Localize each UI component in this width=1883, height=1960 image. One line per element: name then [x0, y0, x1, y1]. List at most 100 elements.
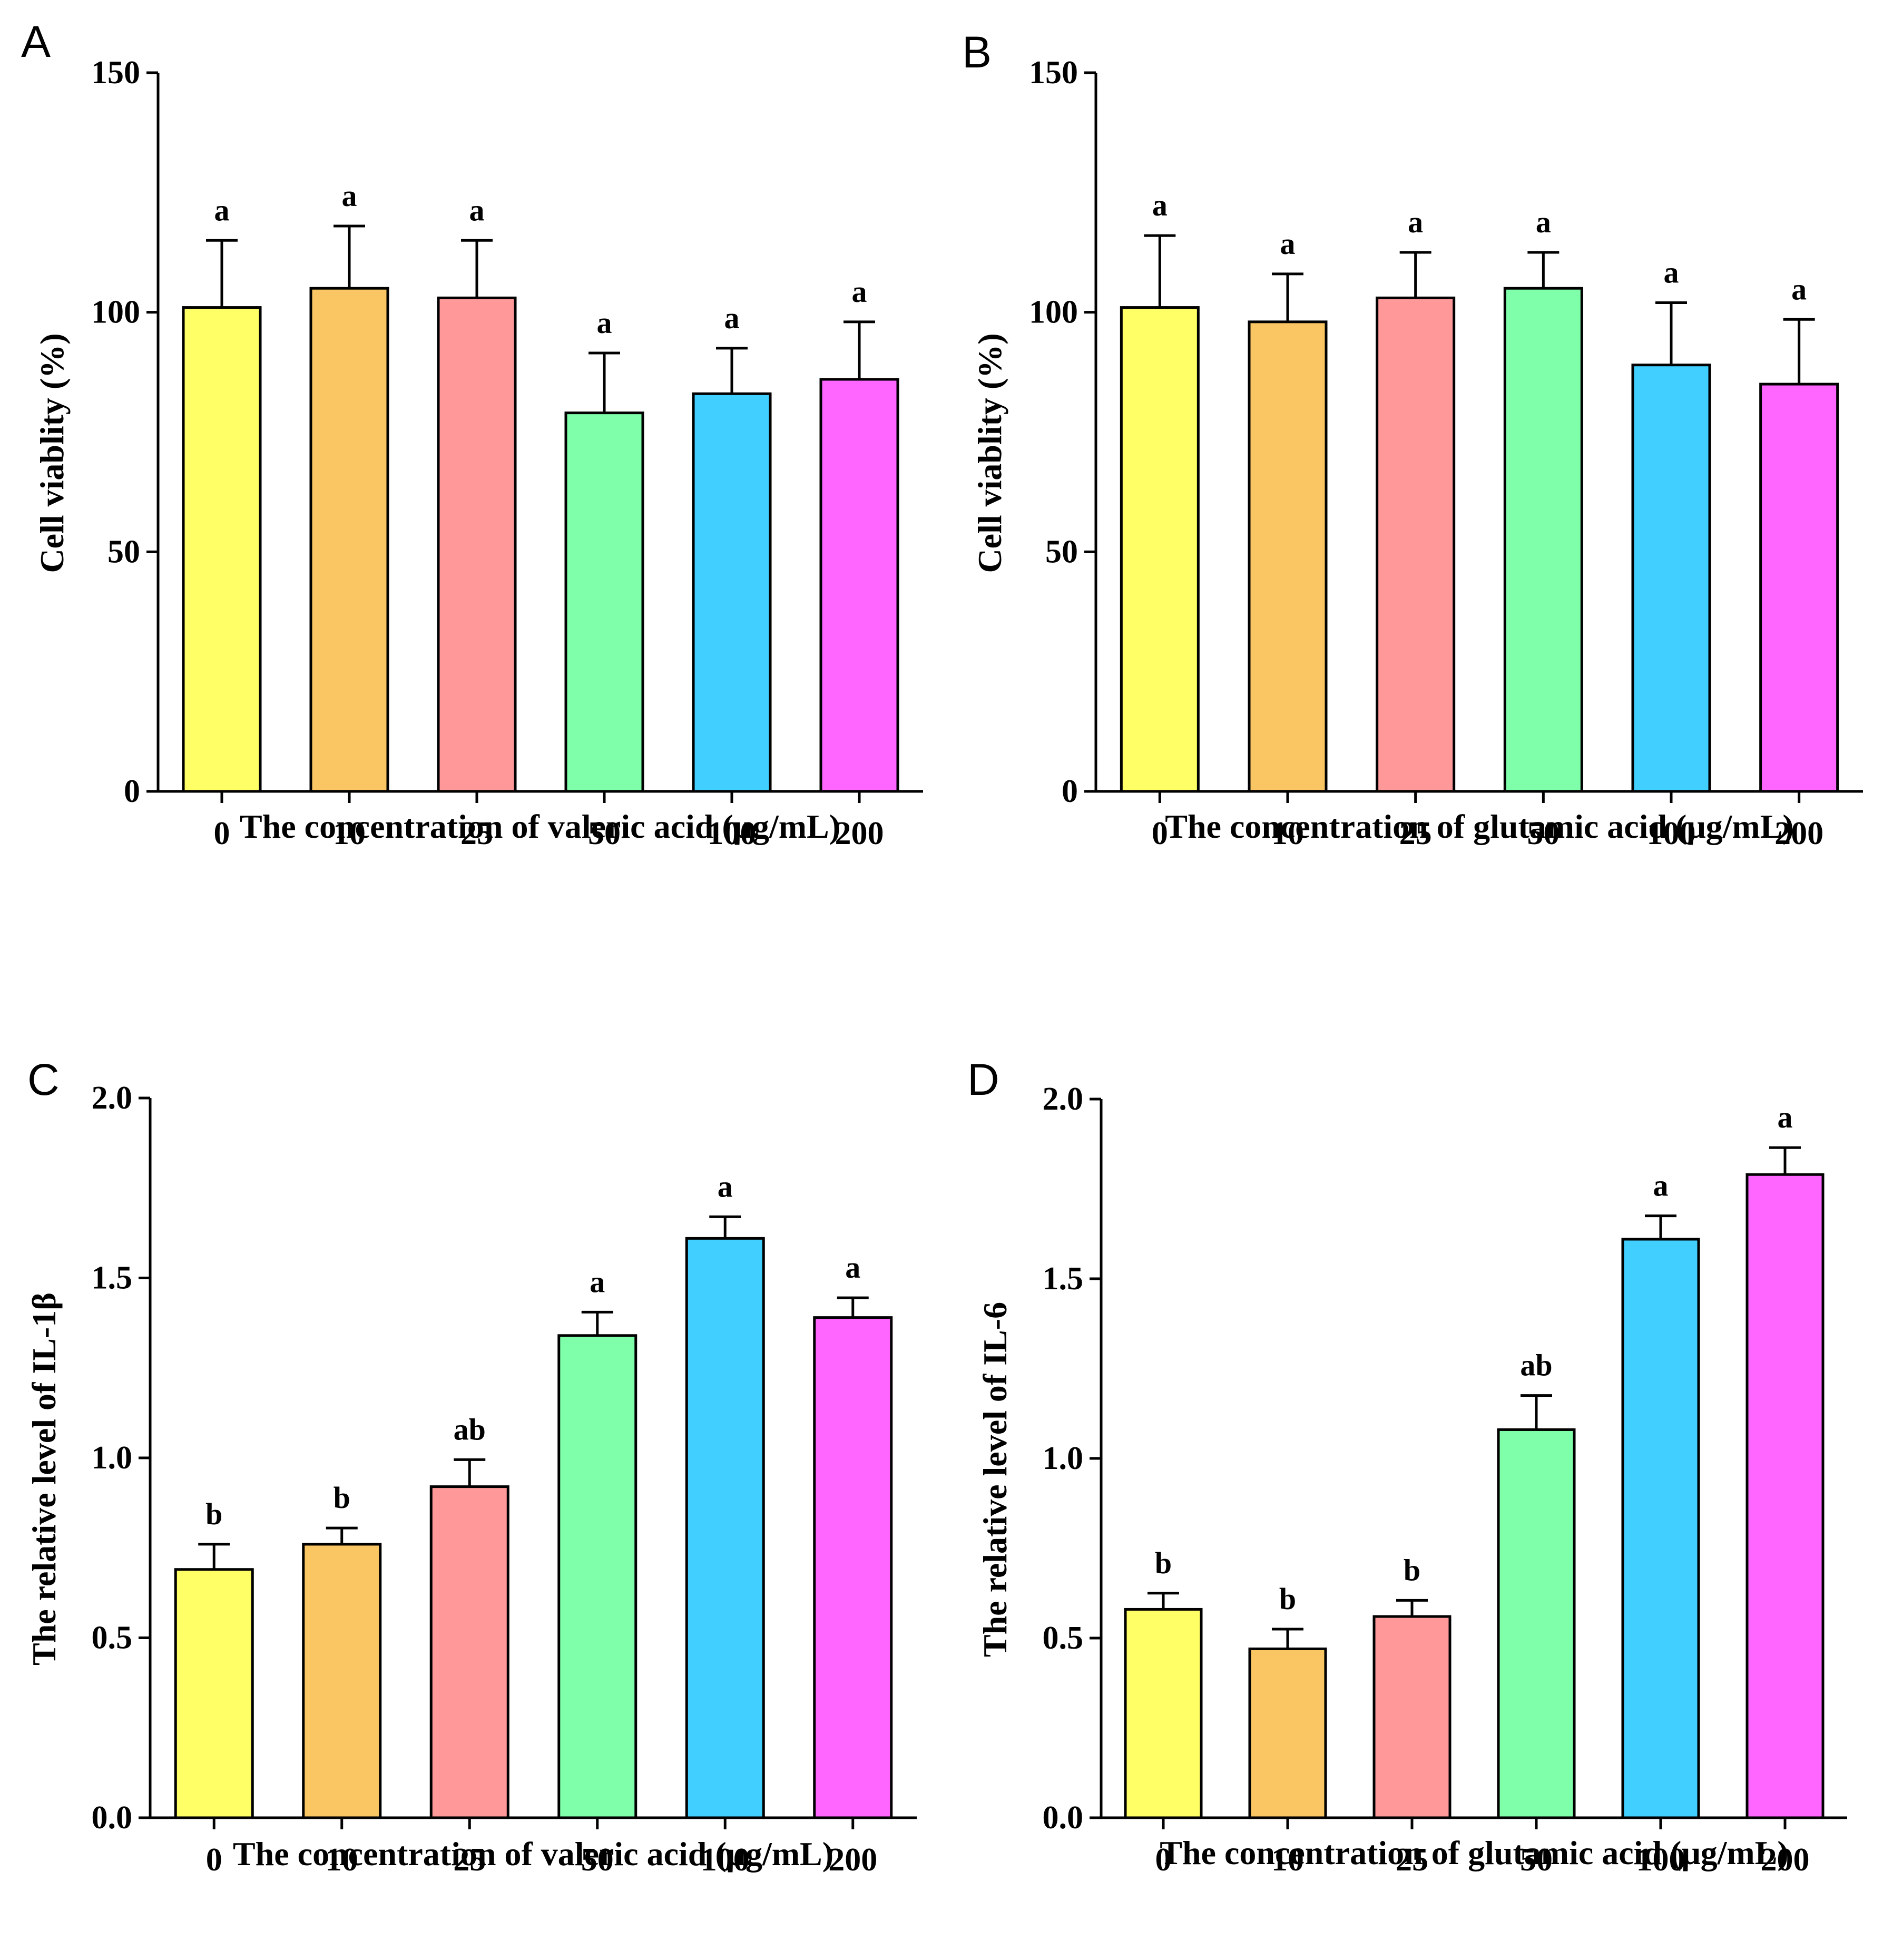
y-tick-label: 2.0 [92, 1080, 133, 1116]
x-tick-label: 200 [1761, 1842, 1810, 1878]
y-tick-label: 0.5 [92, 1620, 133, 1656]
x-tick-label: 0 [214, 816, 230, 851]
panel-a: A 0 50 100 150 0 a 10 a 25 a 50 a 100 a 200 a The concen… [21, 17, 923, 851]
significance-label: a [1778, 1100, 1793, 1134]
x-tick-label: 10 [326, 1842, 358, 1878]
bar [1745, 1173, 1825, 1819]
bar [429, 1485, 509, 1819]
panel-d: D 0.0 0.5 1.0 1.5 2.0 0 b 10 b 25 b 50 ab 100 a 200 a The… [967, 1055, 1847, 1878]
significance-label: a [342, 179, 357, 213]
y-tick-label: 1.0 [92, 1440, 133, 1476]
significance-label: a [845, 1250, 860, 1285]
significance-label: b [1279, 1582, 1296, 1616]
significance-label: a [1664, 255, 1679, 289]
significance-label: a [1536, 205, 1551, 239]
significance-label: a [1280, 227, 1296, 261]
y-tick-label: 50 [107, 534, 140, 570]
significance-label: b [334, 1481, 350, 1515]
y-tick-label: 0.5 [1043, 1620, 1084, 1656]
significance-label: b [1155, 1546, 1172, 1580]
significance-label: a [718, 1169, 733, 1203]
bar [813, 1316, 893, 1819]
bar [1248, 1647, 1327, 1819]
x-tick-label: 100 [701, 1842, 750, 1878]
significance-label: a [469, 193, 485, 227]
x-tick-label: 0 [1155, 1842, 1172, 1878]
x-tick-label: 25 [460, 816, 493, 851]
bar [819, 378, 899, 793]
significance-label: b [1404, 1553, 1420, 1587]
x-tick-label: 50 [1527, 816, 1560, 851]
y-axis-title: Cell viablity (%) [33, 333, 71, 573]
significance-label: a [852, 275, 867, 309]
x-tick-label: 100 [708, 816, 757, 851]
significance-label: a [1152, 188, 1168, 222]
x-tick-label: 50 [588, 816, 621, 851]
bar [1120, 306, 1200, 793]
y-tick-label: 50 [1045, 534, 1078, 570]
bar [1124, 1608, 1203, 1819]
significance-label: a [1791, 272, 1807, 306]
x-tick-label: 10 [333, 816, 366, 851]
y-tick-label: 1.5 [1043, 1261, 1084, 1297]
x-tick-label: 10 [1271, 816, 1304, 851]
significance-label: ab [454, 1412, 486, 1446]
y-tick-label: 100 [1029, 295, 1078, 330]
bar [685, 1237, 765, 1819]
significance-label: a [1408, 205, 1423, 239]
bar [557, 1334, 638, 1819]
bar [1621, 1238, 1700, 1819]
x-axis-title: The concentration of glutamic acid (μg/m… [1160, 1834, 1788, 1871]
bar [1759, 383, 1839, 793]
y-tick-label: 100 [91, 295, 140, 330]
y-tick-label: 150 [1029, 55, 1078, 91]
x-tick-label: 25 [1396, 1842, 1428, 1878]
x-axis-title: The concentration of valeric acid (μg/mL… [233, 1835, 833, 1873]
panel-c: C 0.0 0.5 1.0 1.5 2.0 0 b 10 b 25 ab 50 a 100 a 200 a The… [25, 1055, 917, 1878]
y-tick-label: 150 [91, 55, 140, 91]
bar [1248, 320, 1328, 793]
x-tick-label: 50 [1520, 1842, 1553, 1878]
significance-label: a [1653, 1169, 1669, 1203]
significance-label: a [724, 301, 740, 335]
x-tick-label: 100 [1636, 1842, 1685, 1878]
y-tick-label: 1.0 [1043, 1440, 1084, 1476]
x-tick-label: 100 [1647, 816, 1696, 851]
bar [1372, 1615, 1452, 1819]
y-axis-title: The relative level of IL-1β [25, 1292, 63, 1665]
x-axis-title: The concentration of glutamic acid (μg/m… [1165, 808, 1793, 845]
panel-b-letter: B [962, 27, 992, 77]
significance-label: ab [1520, 1348, 1552, 1383]
panel-d-letter: D [967, 1055, 999, 1104]
bar [437, 296, 517, 793]
y-tick-label: 1.5 [92, 1260, 133, 1296]
x-tick-label: 25 [1399, 816, 1432, 851]
bar [692, 392, 772, 793]
x-tick-label: 50 [581, 1842, 614, 1878]
bar [1376, 296, 1456, 793]
x-tick-label: 200 [1774, 816, 1823, 851]
y-axis-title: Cell viablity (%) [971, 333, 1008, 573]
bar [309, 287, 389, 793]
y-tick-label: 0.0 [1043, 1800, 1084, 1836]
bar [564, 411, 644, 793]
significance-label: a [597, 306, 612, 340]
x-axis-title: The concentration of valeric acid (μg/mL… [240, 808, 840, 845]
y-tick-label: 0 [124, 773, 140, 809]
x-tick-label: 10 [1271, 1842, 1304, 1878]
bar [302, 1543, 382, 1819]
x-tick-label: 25 [453, 1842, 486, 1878]
bar [1503, 287, 1583, 793]
x-tick-label: 200 [828, 1842, 877, 1878]
panel-c-letter: C [27, 1055, 60, 1104]
y-tick-label: 0 [1062, 773, 1078, 809]
x-tick-label: 0 [206, 1842, 222, 1878]
bar [1497, 1428, 1576, 1819]
y-tick-label: 0.0 [92, 1800, 133, 1836]
panel-b: B 0 50 100 150 0 a 10 a 25 a 50 a 100 a 200 a The concen… [962, 27, 1863, 851]
significance-label: a [590, 1265, 605, 1299]
significance-label: b [205, 1497, 222, 1531]
panel-a-letter: A [21, 17, 51, 66]
x-tick-label: 0 [1152, 816, 1168, 851]
